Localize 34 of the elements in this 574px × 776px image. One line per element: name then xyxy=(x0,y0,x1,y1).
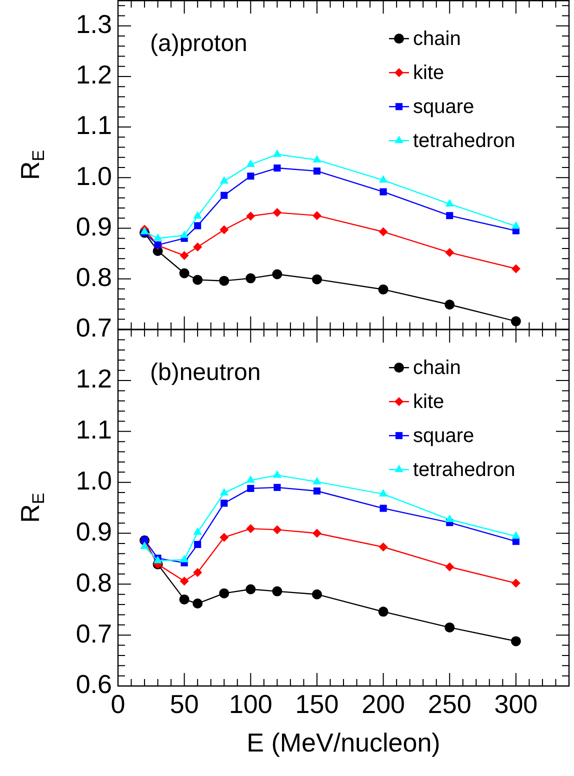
legend-label: kite xyxy=(413,391,444,414)
y-tick-label: 1.0 xyxy=(76,161,112,192)
x-tick-label: 300 xyxy=(494,688,538,719)
y-tick-label: 1.0 xyxy=(76,466,112,496)
y-tick-label: 0.8 xyxy=(76,262,112,292)
y-tick-label: 0.7 xyxy=(76,312,112,343)
annotation: (b)neutron xyxy=(150,359,261,386)
y-tick-label: 0.6 xyxy=(76,669,112,700)
legend-label: square xyxy=(413,96,474,119)
y-tick-label: 1.3 xyxy=(76,9,112,40)
y-tick-label: 1.1 xyxy=(76,414,112,445)
annotation: (a)proton xyxy=(150,30,248,58)
y-axis-title: RE xyxy=(15,492,48,524)
legend-label: kite xyxy=(413,62,444,85)
y-tick-label: 1.2 xyxy=(76,60,112,90)
legend-label: tetrahedron xyxy=(413,130,516,153)
y-tick-label: 0.9 xyxy=(76,212,112,242)
x-tick-label: 0 xyxy=(110,688,126,719)
y-axis-title: RE xyxy=(15,150,48,180)
y-tick-label: 1.1 xyxy=(76,110,112,141)
y-tick-label: 0.7 xyxy=(76,618,112,648)
x-tick-label: 250 xyxy=(428,688,472,719)
y-tick-label: 1.2 xyxy=(76,364,112,394)
x-tick-label: 50 xyxy=(170,688,199,719)
y-tick-label: 0.9 xyxy=(76,516,112,547)
y-tick-label: 0.8 xyxy=(76,568,112,598)
legend-label: chain xyxy=(413,28,461,51)
legend-label: square xyxy=(413,425,474,448)
legend-label: tetrahedron xyxy=(413,459,516,482)
x-tick-label: 150 xyxy=(295,688,339,719)
x-tick-label: 100 xyxy=(228,688,272,719)
x-tick-label: 200 xyxy=(362,688,405,719)
legend-label: chain xyxy=(413,357,461,380)
x-axis-title: E (MeV/nucleon) xyxy=(246,728,440,758)
